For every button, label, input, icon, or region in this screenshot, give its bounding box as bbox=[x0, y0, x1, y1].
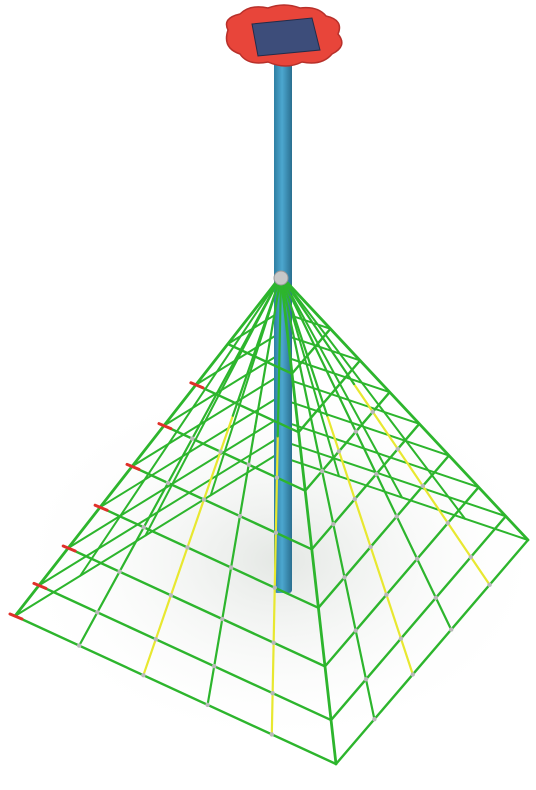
net-rung bbox=[323, 486, 480, 668]
net-joint bbox=[487, 582, 492, 587]
net-joint bbox=[212, 664, 217, 669]
edge-marker bbox=[189, 381, 205, 390]
net-rib bbox=[312, 430, 376, 721]
net-joint bbox=[468, 554, 474, 560]
net-joint bbox=[95, 610, 100, 615]
net-joint bbox=[153, 637, 158, 642]
net-rib bbox=[280, 275, 466, 520]
net-joint bbox=[394, 514, 399, 519]
net-joint bbox=[185, 545, 190, 550]
net-joint bbox=[342, 575, 347, 580]
net-rib bbox=[280, 275, 403, 499]
net-rung bbox=[317, 454, 451, 610]
edge-marker bbox=[8, 612, 24, 621]
solar-panel bbox=[251, 17, 321, 57]
edge-marker bbox=[125, 462, 141, 471]
net-edge bbox=[13, 274, 283, 618]
net-joint bbox=[372, 717, 377, 722]
net-joint bbox=[228, 565, 234, 570]
net-joint bbox=[141, 525, 146, 530]
net-edge bbox=[279, 274, 530, 542]
net-rib bbox=[254, 274, 283, 428]
net-rib bbox=[279, 274, 315, 433]
net-front bbox=[8, 270, 530, 766]
net-joint bbox=[77, 643, 82, 648]
edge-marker bbox=[93, 503, 109, 512]
net-joint bbox=[270, 690, 275, 696]
net-joint bbox=[271, 640, 276, 645]
net-joint bbox=[269, 732, 274, 737]
net-joint bbox=[433, 595, 439, 600]
net-rung bbox=[334, 538, 530, 766]
net-rung bbox=[66, 546, 327, 668]
net-joint bbox=[384, 592, 389, 597]
net-rung bbox=[130, 465, 313, 551]
edge-marker bbox=[61, 544, 77, 553]
net-rib bbox=[79, 275, 282, 577]
net-joint bbox=[220, 616, 225, 622]
net-joint bbox=[274, 475, 280, 480]
edge-marker bbox=[157, 422, 173, 431]
net-joint bbox=[410, 672, 415, 677]
net-joint bbox=[272, 585, 277, 590]
net-joint bbox=[420, 483, 426, 489]
net-joint bbox=[201, 497, 207, 502]
net-joint bbox=[352, 496, 358, 502]
net-joint bbox=[374, 471, 379, 477]
net-joint bbox=[141, 673, 146, 678]
ground-shadow bbox=[10, 370, 536, 750]
net-rib bbox=[279, 274, 329, 417]
net-rib bbox=[231, 274, 283, 417]
edge-marker bbox=[32, 581, 48, 590]
net-joint bbox=[353, 628, 358, 633]
net-rib bbox=[279, 274, 342, 401]
net-rib bbox=[279, 274, 356, 386]
net-joint bbox=[368, 544, 373, 550]
net-rung bbox=[226, 342, 294, 375]
net-rung bbox=[37, 584, 333, 722]
net-rib bbox=[270, 435, 279, 736]
net-joint bbox=[165, 480, 171, 486]
net-joint bbox=[353, 429, 359, 434]
net-rung bbox=[98, 506, 320, 610]
net-joint bbox=[273, 530, 279, 535]
net-joint bbox=[414, 556, 420, 562]
net-rung bbox=[13, 614, 338, 766]
net-joint bbox=[395, 446, 401, 452]
net-rung bbox=[329, 515, 507, 722]
net-rung bbox=[304, 390, 391, 492]
net-joint bbox=[205, 702, 210, 707]
net-rung bbox=[194, 383, 300, 434]
net-joint bbox=[445, 520, 451, 526]
net-joint bbox=[190, 436, 195, 441]
net-joint bbox=[449, 627, 454, 632]
net-joint bbox=[331, 521, 336, 527]
net-joint bbox=[246, 462, 251, 467]
top-clamp bbox=[273, 270, 289, 286]
net-joint bbox=[168, 593, 174, 598]
net-joint bbox=[319, 468, 325, 474]
net-rib bbox=[276, 274, 283, 438]
net-rung bbox=[290, 327, 332, 375]
net-joint bbox=[237, 513, 243, 519]
net-joint bbox=[336, 449, 342, 454]
net-edge bbox=[279, 274, 338, 766]
net-rung bbox=[310, 422, 421, 551]
pole bbox=[274, 58, 292, 593]
net-rung bbox=[162, 424, 307, 492]
net-rib bbox=[209, 274, 283, 407]
net-joint bbox=[218, 449, 223, 454]
net-joint bbox=[398, 636, 404, 641]
net-rung bbox=[297, 359, 362, 434]
net-joint bbox=[370, 409, 375, 415]
net-joint bbox=[117, 569, 122, 574]
net-joint bbox=[363, 677, 369, 682]
